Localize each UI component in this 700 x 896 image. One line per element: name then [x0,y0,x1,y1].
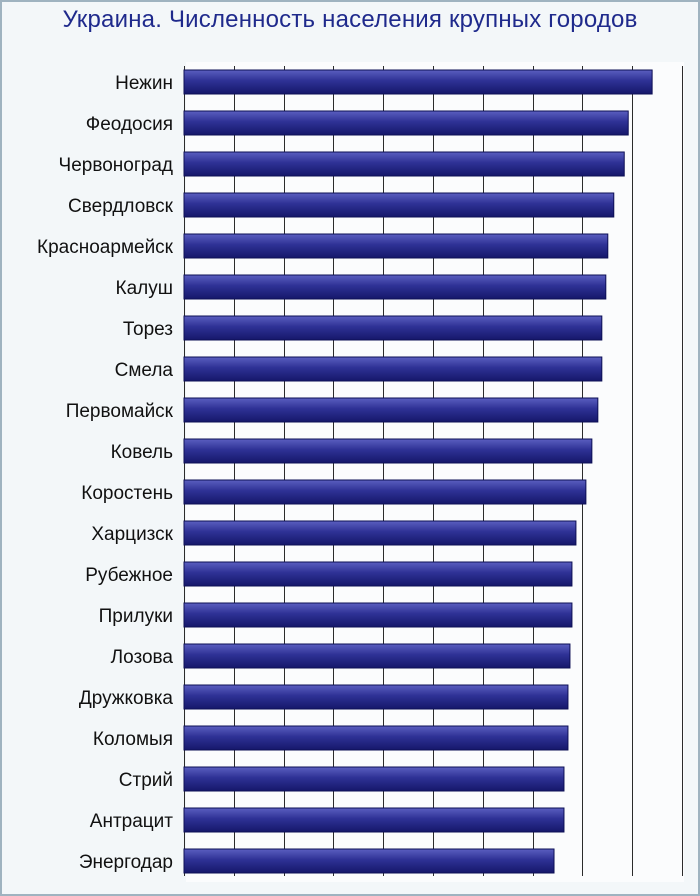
bar-0 [183,69,653,95]
bar-18 [183,807,565,833]
bar-19 [183,848,555,874]
bar-3 [183,192,615,218]
category-label: Феодосия [86,114,173,135]
bar-4 [183,233,609,259]
category-label: Антрацит [90,811,173,832]
category-label: Торез [123,319,173,340]
bar-1 [183,110,629,136]
bar-7 [183,356,603,382]
grid-layer [184,66,683,876]
category-label: Харцизск [91,524,173,545]
bar-11 [183,520,577,546]
label-layer: Нежин Феодосия Червоноград Свердловск Красно… [37,73,174,873]
category-label: Коломыя [93,729,173,750]
bar-13 [183,602,573,628]
category-label: Энергодар [79,852,173,873]
category-label: Нежин [115,73,173,94]
bar-17 [183,766,565,792]
bar-16 [183,725,569,751]
bar-6 [183,315,603,341]
bar-2 [183,151,625,177]
bar-9 [183,438,593,464]
bar-15 [183,684,569,710]
bar-8 [183,397,599,423]
bar-12 [183,561,573,587]
category-label: Смела [115,360,174,381]
bar-layer [183,69,653,874]
bar-10 [183,479,587,505]
category-label: Калуш [116,278,173,299]
category-label: Прилуки [99,606,173,627]
category-label: Стрий [119,770,173,791]
category-label: Красноармейск [37,237,174,258]
category-label: Коростень [81,483,173,504]
category-label: Дружковка [79,688,174,709]
category-label: Рубежное [85,565,173,586]
bar-5 [183,274,607,300]
bar-14 [183,643,571,669]
category-label: Свердловск [68,196,174,217]
category-label: Первомайск [66,401,174,422]
category-label: Лозова [111,647,174,668]
chart-title: Украина. Численность населения крупных г… [62,6,638,33]
category-label: Червоноград [59,155,173,176]
category-label: Ковель [111,442,174,463]
